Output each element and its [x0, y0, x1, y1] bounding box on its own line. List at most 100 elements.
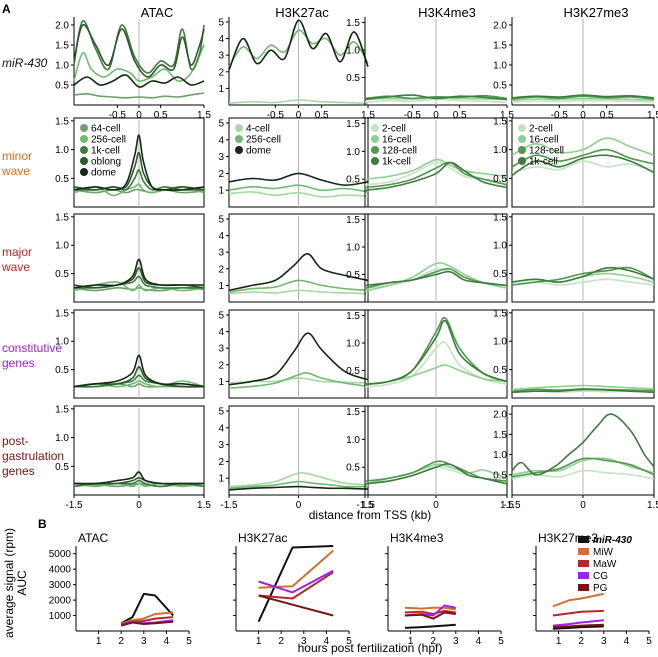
legend-swatch-16-cell [518, 135, 526, 143]
series-line-1k-cell [511, 388, 655, 394]
legend-label-1k-cell: 1k-cell [91, 146, 120, 157]
y-tick-label: 1.5 [55, 308, 69, 319]
y-tick-label: 1 [218, 186, 224, 197]
x-tick-label: -0.5 [404, 110, 422, 121]
series-line-1k-cell [364, 319, 508, 386]
x-tick-label: 2 [118, 636, 124, 647]
series-line-dome [73, 471, 204, 485]
y-tick-label: 0.5 [55, 269, 69, 280]
y-tick-label: 5 [218, 407, 224, 418]
series-line-256-cell [228, 372, 369, 389]
x-tick-label: 4 [164, 636, 170, 647]
legend-label-16-cell: 16-cell [529, 135, 558, 146]
y-tick-label: 1.0 [346, 339, 360, 350]
y-tick-label: 1.5 [55, 41, 69, 52]
series-line-oblong [73, 151, 205, 191]
y-tick-label: 1.5 [493, 41, 507, 52]
auc-legend-swatch-pg [578, 584, 589, 591]
subplot-major-wave-h3k4me3: 0.5 1.0 1.5 [346, 213, 508, 303]
series-line-1k-cell [364, 270, 508, 287]
x-tick-label: -0.5 [109, 110, 127, 121]
y-tick-label: 0.5 [346, 73, 360, 84]
auc-line-pg [552, 623, 604, 629]
y-tick-label: 2.0 [55, 21, 69, 32]
auc-line-mir-430 [404, 623, 456, 629]
column-title-atac: ATAC [141, 5, 174, 20]
row-label-constitutive-genes-line1: constitutive [2, 341, 62, 355]
x-tick-label: 1.5 [197, 110, 211, 121]
series-line-16-cell [511, 97, 655, 101]
y-tick-label: 1.5 [493, 430, 507, 441]
series-line-dome [73, 258, 204, 289]
y-tick-label: 0.5 [493, 269, 507, 280]
auc-line-miw [552, 592, 604, 608]
subplot-minor-wave-h3k4me3: 0.5 1.0 1.5 [346, 117, 508, 208]
auc-line-pg [120, 620, 174, 627]
legend-swatch-256-cell [80, 135, 88, 143]
y-tick-label: 1.0 [55, 337, 69, 348]
legend-label-2-cell: 2-cell [382, 124, 406, 135]
row-label-mir-430-line1: miR-430 [2, 56, 48, 70]
subplot-constitutive-genes-h3k4me3: 0.5 1.0 1.5 [346, 309, 508, 399]
x-tick-label: 0 [580, 110, 586, 121]
y-tick-label: 1 [218, 84, 224, 95]
y-tick-label: 4000 [49, 565, 72, 576]
y-tick-label: 1.5 [346, 215, 360, 226]
y-tick-label: 0.5 [55, 462, 69, 473]
y-tick-label: 1.5 [346, 407, 360, 418]
x-tick-label: 4 [476, 636, 482, 647]
series-line-dome [228, 172, 369, 187]
y-tick-label: 1.5 [346, 18, 360, 29]
series-line-128-cell [511, 266, 655, 286]
y-tick-label: 3 [218, 248, 224, 259]
subplot-mir-430-h3k27ac: 1 2 3 4 5 -0.5 0 0.5 1.5 [218, 17, 375, 121]
legend-label-64-cell: 64-cell [91, 124, 120, 135]
legend-label-128-cell: 128-cell [529, 146, 564, 157]
x-tick-label: 1 [408, 636, 414, 647]
legend-swatch-256-cell [235, 135, 243, 143]
y-tick-label: 1.0 [346, 435, 360, 446]
auc-line-cg [258, 569, 334, 594]
series-line-1k-cell [364, 94, 508, 101]
auc-subplot-h3k27me3: H3K27me3 1 2 3 4 5 [533, 531, 652, 647]
legend-swatch-2-cell [371, 124, 379, 132]
y-tick-label: 5 [218, 17, 224, 28]
series-line-2-cell [511, 99, 655, 103]
auc-line-miw [120, 611, 174, 625]
series-line-dome [73, 354, 205, 388]
x-tick-label: 1.5 [361, 110, 375, 121]
legend-label-1k-cell: 1k-cell [382, 157, 411, 168]
series-line-16-cell [511, 384, 655, 391]
row-label-major-wave-line1: major [2, 245, 32, 259]
auc-line-mir-430 [552, 625, 604, 630]
series-line-1k-cell [73, 20, 205, 74]
series-line-256-cell [228, 184, 369, 193]
legend-swatch-128-cell [518, 146, 526, 154]
column-title-h3k4me3: H3K4me3 [418, 5, 476, 20]
auc-line-maw [404, 609, 456, 615]
y-tick-label: 4 [218, 231, 224, 242]
auc-subplot-atac: ATAC 1000 2000 3000 4000 5000 1 2 3 4 5 [49, 531, 192, 647]
subplot-constitutive-genes-atac: 0.5 1.0 1.5 [55, 308, 205, 399]
auc-legend-swatch-maw [578, 560, 589, 567]
series-line-16-cell [511, 137, 655, 157]
row-label-constitutive-genes-line2: genes [2, 356, 35, 370]
series-line-256-cell [73, 281, 205, 292]
subplot-constitutive-genes-h3k27ac: 1 2 3 4 5 [218, 309, 369, 399]
x-tick-label: 1.5 [500, 500, 514, 511]
x-tick-label: 3 [301, 636, 307, 647]
x-axis-label-a: distance from TSS (kb) [309, 508, 431, 522]
y-tick-label: 3 [218, 440, 224, 451]
series-line-1k-cell [364, 463, 508, 485]
y-tick-label: 5000 [49, 549, 72, 560]
series-line-256-cell [73, 44, 205, 82]
y-tick-label: 1.0 [346, 46, 360, 57]
y-tick-label: 0.5 [55, 174, 69, 185]
auc-line-maw [258, 571, 334, 600]
y-tick-label: 4 [218, 34, 224, 45]
series-line-128-cell [511, 457, 655, 478]
subplot-major-wave-h3k27me3: 0.5 1.0 1.5 [493, 212, 655, 303]
x-tick-label: 5 [346, 636, 352, 647]
legend-label-dome: dome [246, 146, 271, 157]
legend-swatch-1k-cell [371, 157, 379, 165]
